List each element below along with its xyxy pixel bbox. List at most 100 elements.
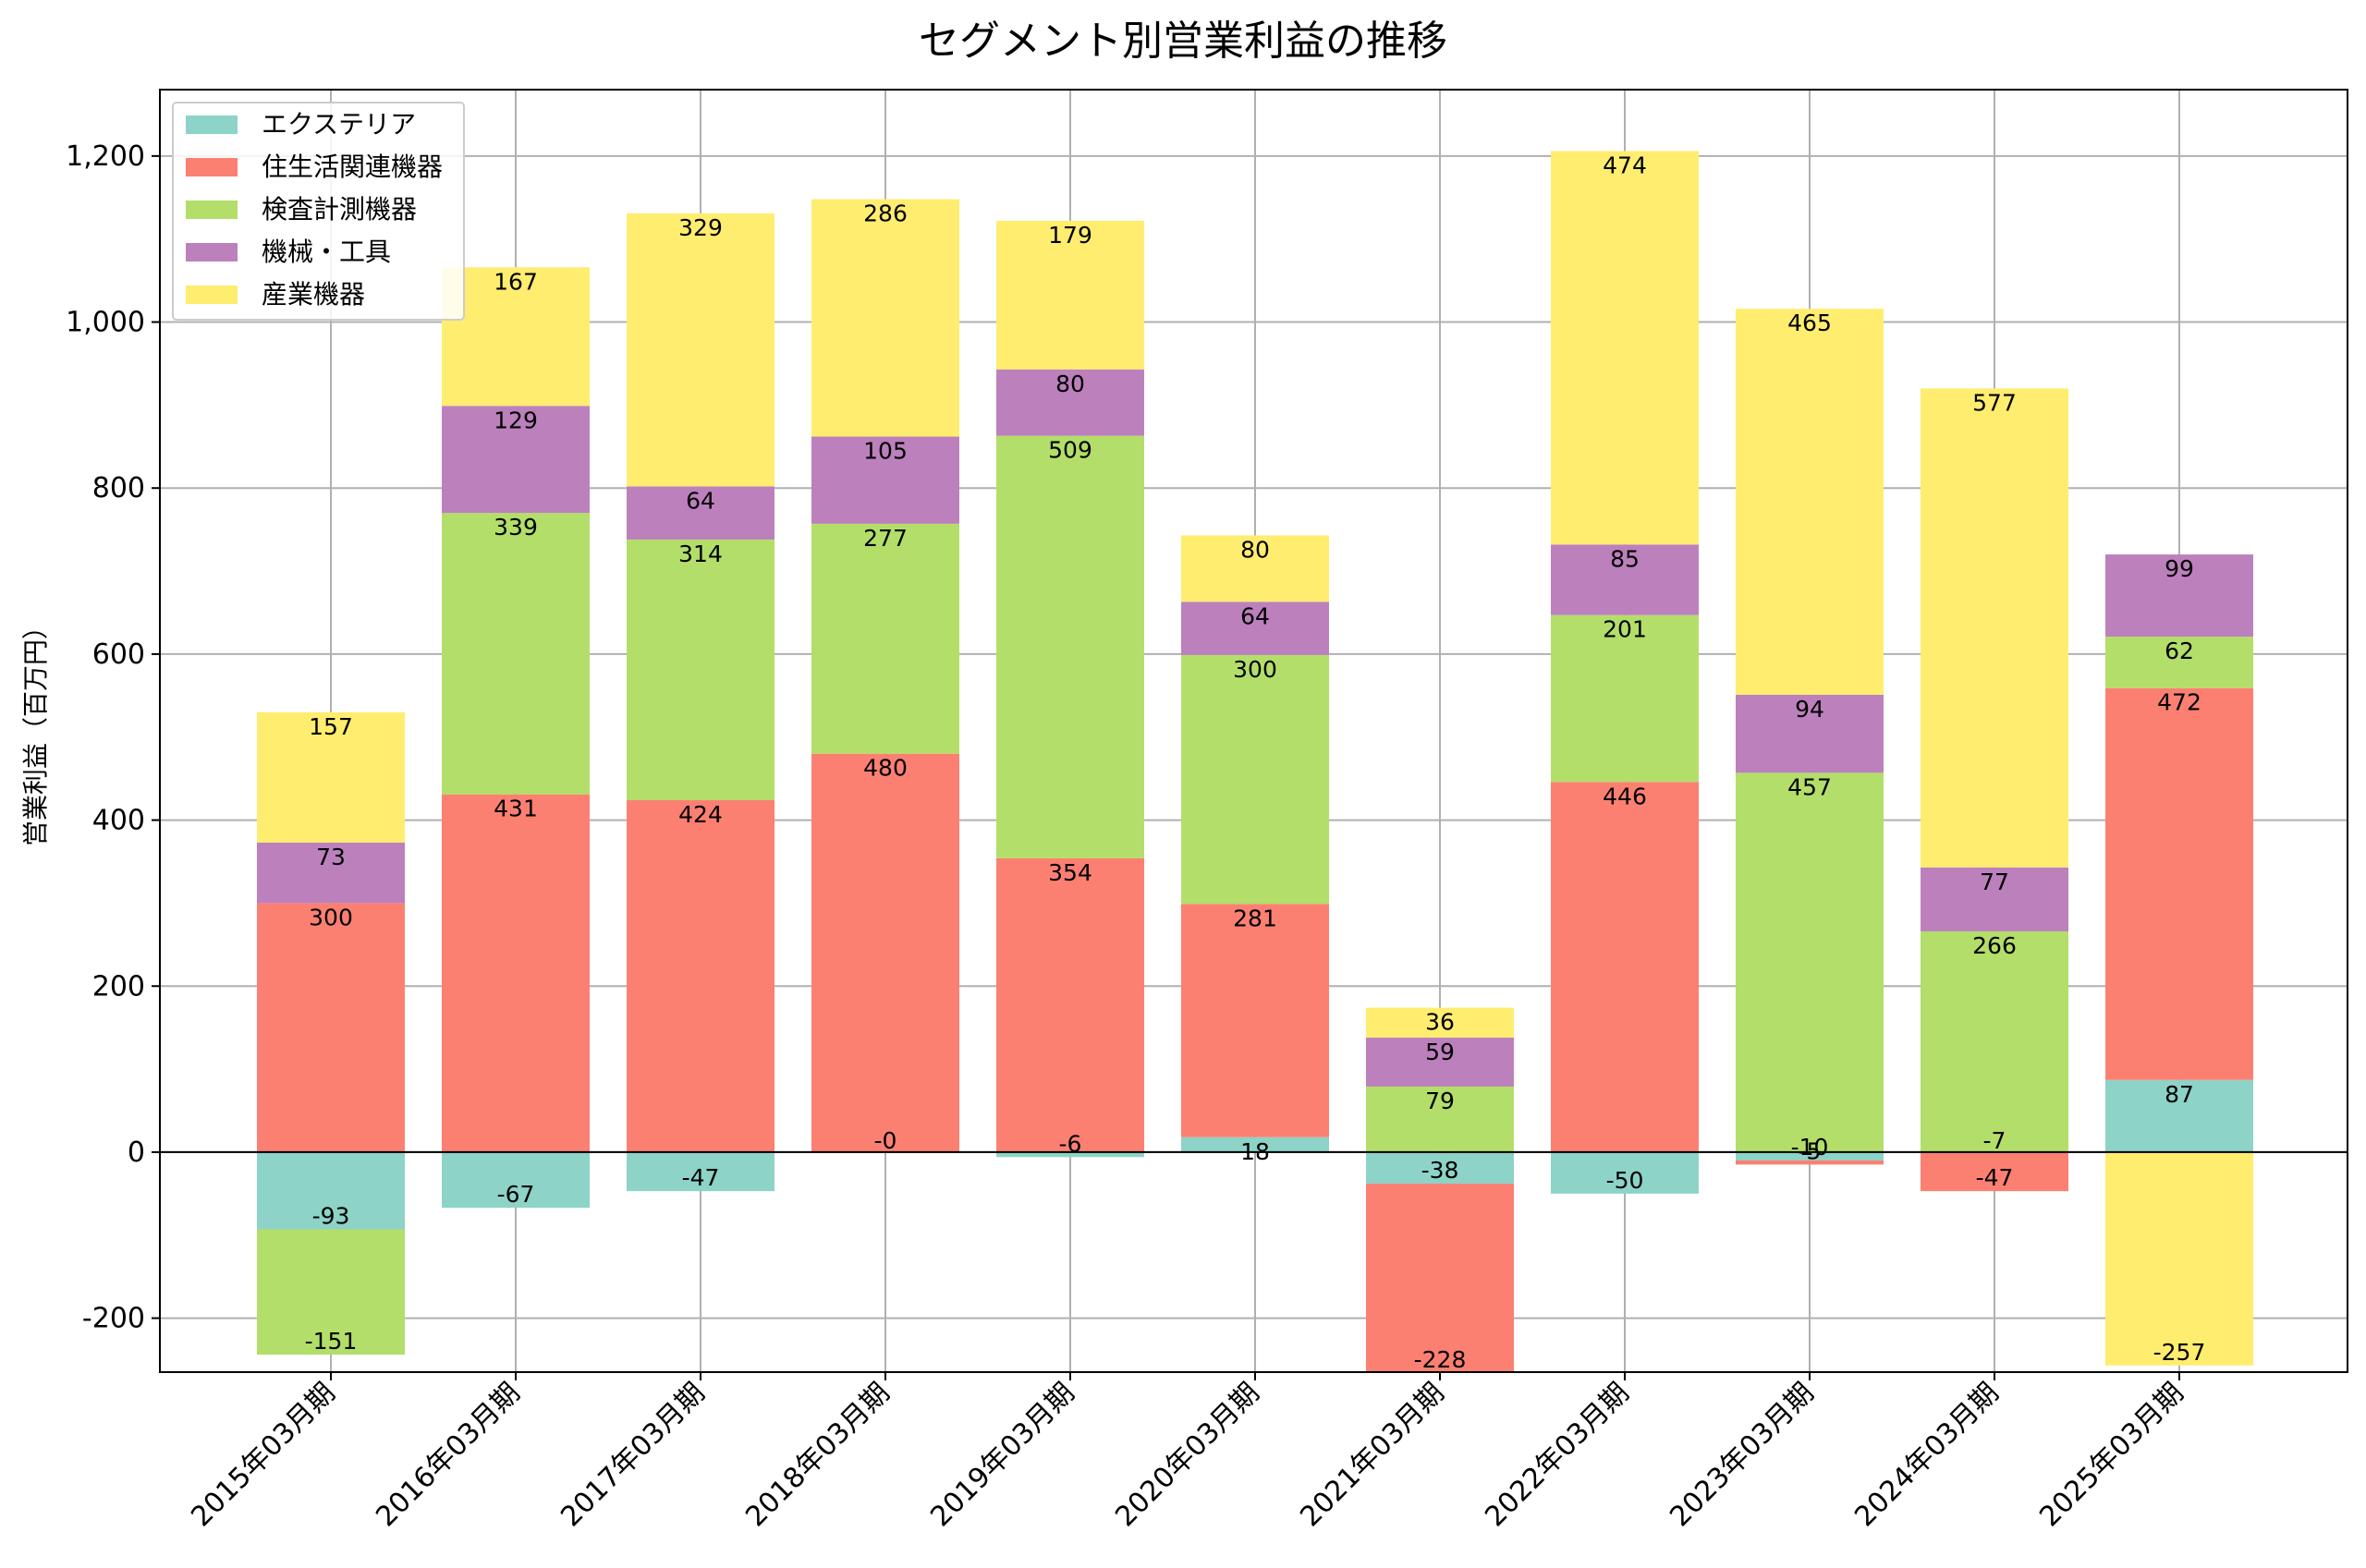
bar-value-label: 62 [2165,638,2194,664]
bar-value-label: -151 [305,1328,358,1355]
bar-value-label: 281 [1233,905,1277,931]
bar-value-label: 472 [2157,689,2201,716]
bar-value-label: 79 [1425,1088,1455,1114]
bar-value-label: -47 [682,1164,720,1191]
bar-segment [1366,1151,1514,1185]
bar-value-label: 77 [1980,869,2009,895]
y-tick-label: 800 [92,472,145,504]
bar-segment [811,753,959,1152]
x-tick-label: 2022年03月期 [1479,1377,1635,1533]
bar-value-label: 64 [686,487,715,514]
bar-value-label: 99 [2165,555,2194,582]
bar-segment [1551,1151,1699,1194]
bar-segment [627,213,774,487]
bar-segment [811,199,959,437]
x-tick-label: 2018年03月期 [739,1377,896,1533]
bar-segment [1181,602,1329,655]
bar-segment [996,857,1144,1152]
bar-segment [1366,1037,1514,1087]
bar-segment [1366,1086,1514,1152]
bar-value-label: 329 [678,214,723,241]
legend-entry-label: 産業機器 [262,279,365,310]
bar-value-label: 314 [678,541,723,567]
bar-value-label: 457 [1787,773,1832,800]
bar-value-label: 424 [678,801,723,828]
x-tick-label: 2016年03月期 [370,1377,526,1533]
x-tick-label: 2024年03月期 [1848,1377,2005,1533]
bar-segment [1551,782,1699,1152]
bar-value-label: -47 [1976,1164,2014,1191]
bar-value-label: 157 [309,713,353,740]
bar-segment [257,903,405,1152]
legend-box [172,102,465,321]
chart-title: セグメント別営業利益の推移 [919,18,1447,65]
x-tick-label: 2025年03月期 [2033,1377,2189,1533]
bar-segment [1736,694,1884,773]
bar-value-label: 431 [494,796,538,822]
bar-segment [627,539,774,801]
bar-value-label: 18 [1240,1138,1270,1165]
bar-segment [1181,1136,1329,1152]
bar-segment [996,369,1144,436]
bar-value-label: 339 [494,514,538,541]
bar-segment [257,711,405,843]
bar-value-label: -38 [1421,1157,1459,1184]
bar-value-label: 105 [863,438,908,465]
bar-value-label: 446 [1603,783,1647,809]
bar-value-label: 509 [1048,437,1092,464]
bar-value-label: -93 [312,1202,350,1229]
bar-value-label: -6 [1059,1130,1082,1157]
x-tick-label: 2023年03月期 [1664,1377,1820,1533]
bar-segment [442,267,590,407]
y-tick-label: 400 [92,805,145,837]
bar-value-label: 465 [1787,310,1832,336]
bar-segment [996,435,1144,858]
bar-value-label: 201 [1603,616,1647,643]
bar-segment [1366,1007,1514,1038]
bar-value-label: 73 [316,844,346,870]
bar-value-label: 80 [1240,536,1270,563]
bar-segment [1181,535,1329,602]
bar-value-label: 94 [1795,696,1824,723]
bar-segment [627,800,774,1152]
bar-segment [442,794,590,1152]
bar-value-label: -50 [1606,1167,1644,1194]
bar-value-label: -10 [1791,1134,1829,1161]
bar-segment [811,436,959,524]
bar-value-label: 354 [1048,859,1092,886]
y-tick-label: 0 [128,1136,145,1169]
bar-segment [1921,1151,2068,1192]
bar-value-label: 129 [494,407,538,433]
bar-value-label: 87 [2165,1081,2194,1108]
bar-segment [1551,614,1699,783]
bar-value-label: 80 [1055,371,1085,397]
bar-segment [442,406,590,514]
bar-value-label: 300 [309,904,353,930]
bar-segment [1736,1160,1884,1165]
x-tick-label: 2019年03月期 [924,1377,1080,1533]
bar-segment [1736,309,1884,695]
bar-segment [2105,687,2253,1080]
bar-value-label: -228 [1414,1346,1467,1373]
y-tick-label: 200 [92,970,145,1003]
bar-value-label: 480 [863,755,908,782]
x-tick-label: 2015年03月期 [185,1377,341,1533]
legend-entry-label: エクステリア [262,109,416,140]
x-tick-label: 2017年03月期 [555,1377,711,1533]
legend-swatch [186,115,238,134]
y-tick-label: 600 [92,638,145,671]
y-tick-label: 1,200 [66,140,145,173]
bar-segment [257,1151,405,1230]
bar-value-label: 179 [1048,222,1092,249]
legend-swatch [186,286,238,304]
bar-segment [257,1229,405,1355]
bar-value-label: -67 [497,1181,535,1208]
y-tick-label: -200 [82,1303,145,1335]
bar-segment [442,1151,590,1209]
bar-segment [2105,1079,2253,1152]
bar-segment [1366,1184,1514,1373]
legend-entry-label: 住生活関連機器 [262,152,443,182]
plot-frame [159,89,2348,1373]
bar-value-label: 59 [1425,1039,1455,1065]
